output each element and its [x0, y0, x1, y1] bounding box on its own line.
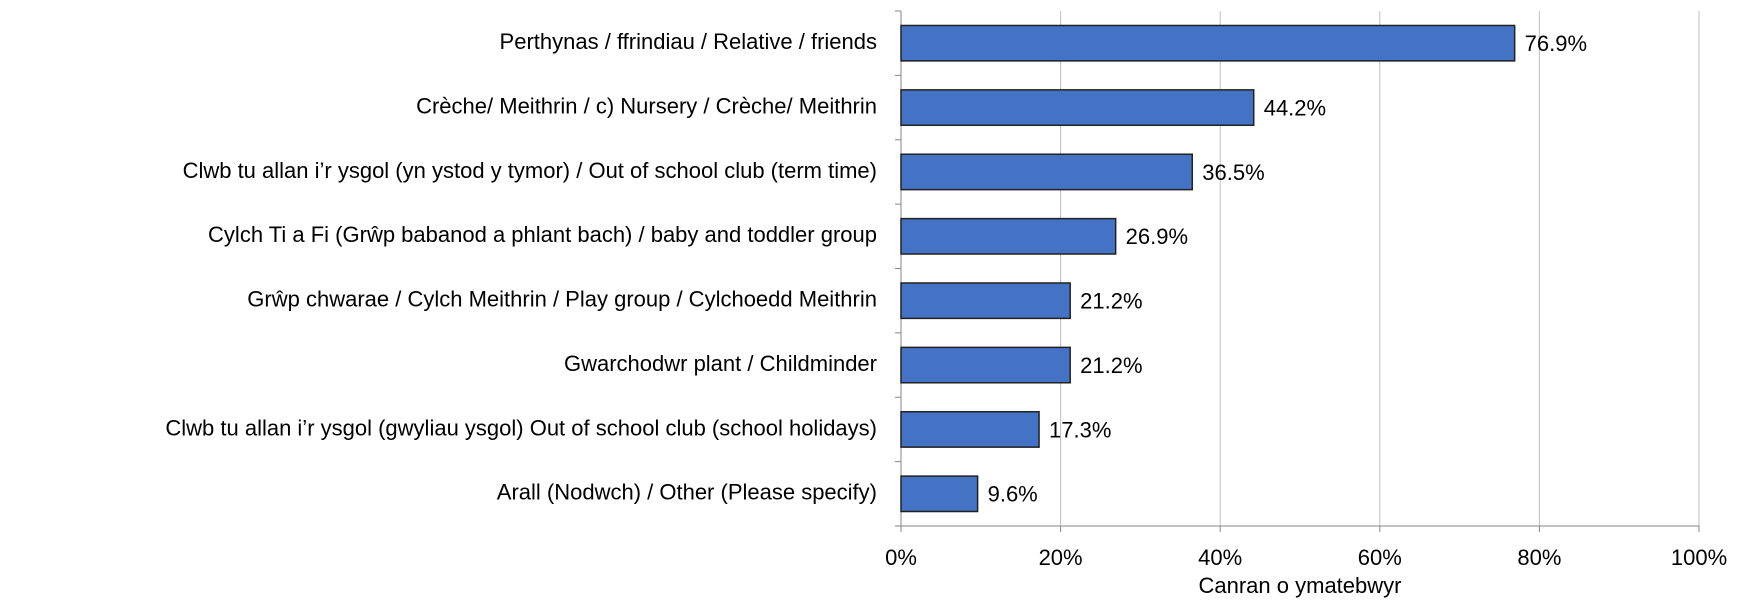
y-tick-label: Clwb tu allan i’r ysgol (gwyliau ysgol) … — [165, 415, 877, 440]
x-tick-label: 40% — [1198, 545, 1242, 570]
data-label: 9.6% — [988, 482, 1038, 507]
y-tick-label: Cylch Ti a Fi (Grŵp babanod a phlant bac… — [208, 222, 877, 247]
data-label: 44.2% — [1264, 95, 1326, 120]
y-tick-label: Gwarchodwr plant / Childminder — [564, 351, 877, 376]
x-tick-label: 0% — [885, 545, 917, 570]
x-tick-label: 100% — [1671, 545, 1727, 570]
data-label: 76.9% — [1525, 31, 1587, 56]
y-tick-label: Perthynas / ffrindiau / Relative / frien… — [500, 29, 877, 54]
x-tick-label: 60% — [1358, 545, 1402, 570]
bar — [900, 475, 979, 513]
y-tick-label: Crèche/ Meithrin / c) Nursery / Crèche/ … — [416, 93, 877, 118]
bar — [900, 282, 1071, 320]
data-label: 21.2% — [1080, 289, 1142, 314]
data-label: 36.5% — [1202, 160, 1264, 185]
bar — [900, 89, 1255, 127]
bar — [900, 217, 1117, 255]
y-tick-label: Clwb tu allan i’r ysgol (yn ystod y tymo… — [183, 158, 877, 183]
bar — [900, 153, 1194, 191]
y-tick-label: Grŵp chwarae / Cylch Meithrin / Play gro… — [247, 287, 877, 312]
data-label: 17.3% — [1049, 417, 1111, 442]
data-label: 26.9% — [1126, 224, 1188, 249]
x-axis-label: Canran o ymatebwyr — [1199, 573, 1402, 598]
y-tick-label: Arall (Nodwch) / Other (Please specify) — [497, 480, 877, 505]
x-tick-label: 20% — [1039, 545, 1083, 570]
data-label: 21.2% — [1080, 353, 1142, 378]
bar — [900, 24, 1516, 62]
bar — [900, 410, 1040, 448]
x-tick-label: 80% — [1517, 545, 1561, 570]
bar — [900, 346, 1071, 384]
